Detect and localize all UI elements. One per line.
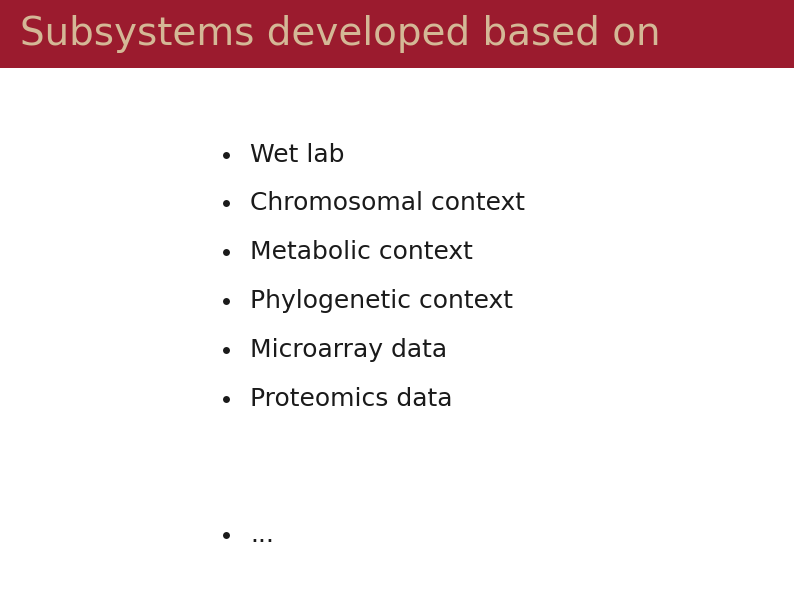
Text: Wet lab: Wet lab xyxy=(250,143,345,167)
Text: Phylogenetic context: Phylogenetic context xyxy=(250,289,513,313)
Text: Proteomics data: Proteomics data xyxy=(250,387,453,411)
Text: Metabolic context: Metabolic context xyxy=(250,240,473,264)
Text: ...: ... xyxy=(250,523,274,547)
Bar xyxy=(0,0,794,68)
Text: Chromosomal context: Chromosomal context xyxy=(250,192,525,215)
Text: Microarray data: Microarray data xyxy=(250,338,447,362)
Text: Subsystems developed based on: Subsystems developed based on xyxy=(20,15,661,53)
